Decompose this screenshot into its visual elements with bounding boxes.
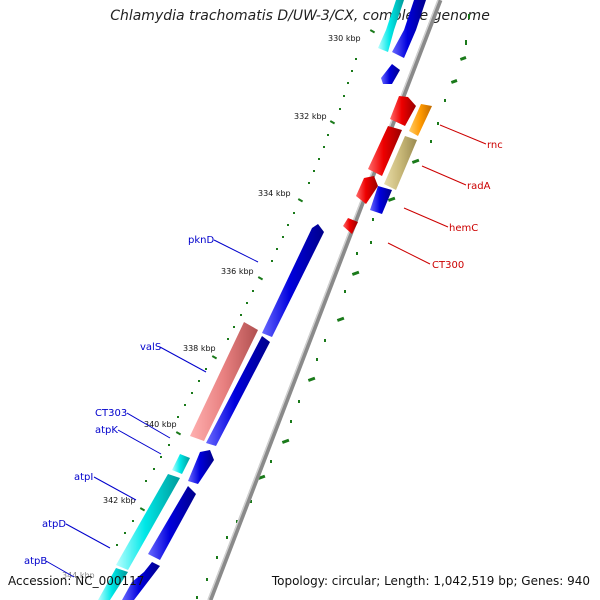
left-gene-labels: pknD valS CT303 atpK atpI atpD atpB [24, 235, 214, 567]
rrna-feature-cyan-1 [172, 454, 190, 474]
feature-track-top[interactable] [378, 0, 426, 84]
scale-label-336: 336 kbp [221, 267, 254, 276]
genome-backbone [207, 0, 443, 600]
right-gene-labels: rnc radA hemC CT300 [432, 140, 503, 271]
accession-label: Accession: NC_000117 [8, 574, 145, 588]
cds-valS-blue [206, 336, 270, 446]
scale-label-338: 338 kbp [183, 344, 216, 353]
gene-label-rnc: rnc [487, 140, 503, 151]
genome-summary: Topology: circular; Length: 1,042,519 bp… [271, 574, 590, 588]
gc-skew-track [196, 14, 470, 599]
gene-label-pknD: pknD [188, 235, 214, 246]
feature-track-lower[interactable] [98, 454, 196, 600]
cds-valS-pink [190, 322, 258, 441]
cds-hemC-blue [370, 186, 392, 214]
scale-label-342: 342 kbp [103, 496, 136, 505]
scale-label-332: 332 kbp [294, 112, 327, 121]
cds-CT300-red [343, 218, 358, 234]
cds-rnc-red [390, 96, 416, 126]
gene-label-CT303: CT303 [95, 408, 127, 419]
scale-label-334: 334 kbp [258, 189, 291, 198]
gene-label-atpK: atpK [95, 425, 118, 436]
cds-pknD [262, 224, 324, 337]
gene-label-valS: valS [140, 342, 161, 353]
scale-label-340: 340 kbp [144, 420, 177, 429]
scale-label-344: 344 kbp [62, 571, 95, 580]
feature-track-middle[interactable] [188, 224, 324, 484]
cds-atpK-blue [188, 450, 214, 484]
gene-label-CT300: CT300 [432, 260, 464, 271]
cds-atpD-blue [122, 562, 160, 600]
gene-label-hemC: hemC [449, 223, 478, 234]
cds-olive [384, 136, 417, 190]
cds-orange [409, 104, 432, 136]
cds-top [392, 0, 426, 58]
gene-label-atpI: atpI [74, 472, 93, 483]
cds-hemC-red [356, 176, 378, 204]
right-label-lines [387, 124, 487, 265]
cds-atpD-cyan [98, 568, 128, 600]
gene-label-atpD: atpD [42, 519, 66, 530]
left-label-lines [45, 239, 259, 578]
gene-label-radA: radA [467, 181, 491, 192]
scale-labels: 330 kbp 332 kbp 334 kbp 336 kbp 338 kbp … [62, 34, 361, 580]
rrna-feature-top [378, 0, 404, 52]
feature-cluster-right[interactable] [343, 96, 432, 234]
gene-label-atpB: atpB [24, 556, 47, 567]
rrna-feature-cyan-2 [116, 474, 180, 570]
scale-track [107, 29, 376, 588]
cds-small-blue [381, 64, 400, 84]
cds-atpI-blue [148, 486, 196, 560]
scale-label-330: 330 kbp [328, 34, 361, 43]
cds-radA-red [368, 126, 402, 176]
